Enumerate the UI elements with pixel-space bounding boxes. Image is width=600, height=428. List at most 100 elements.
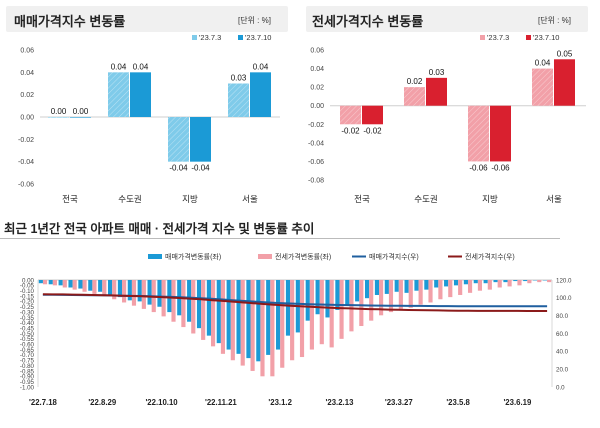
jeonse-change-bar-'23.5.8 (458, 280, 463, 295)
data-label: 0.04 (535, 59, 551, 68)
x-tick-label: '22.8.29 (88, 398, 117, 407)
y-tick-label: -0.02 (18, 137, 34, 144)
data-label: 0.05 (557, 49, 573, 58)
data-label: -0.06 (491, 163, 510, 172)
legend-swatch-1 (480, 35, 485, 40)
annual-trend-chart: 매매가격변동률(좌) 전세가격변동률(좌) 매매가격지수(우) 전세가격지수(우) 0.… (20, 252, 572, 407)
sale-change-bar-'23.3.27 (394, 280, 399, 292)
x-tick-label: '23.2.13 (326, 398, 355, 407)
left-tick-label: -0.85 (20, 368, 35, 375)
sale-change-bar-'23.6.5 (493, 280, 498, 283)
sale-change-bar-'23.4.3 (404, 280, 409, 293)
jeonse-change-bar-'22.8.29 (102, 280, 107, 297)
sale-change-bar-'23.2.13 (335, 280, 340, 310)
sale-change-bar-'22.8.29 (98, 280, 103, 292)
y-tick-label: 0.02 (310, 85, 324, 92)
legend-label-1: '23.7.3 (487, 33, 509, 42)
data-label: -0.02 (341, 126, 360, 135)
sale-change-bar-'22.12.19 (256, 280, 261, 362)
jeonse-change-bar-'22.7.18 (42, 280, 48, 285)
jeonse-change-bar-'22.8.8 (72, 280, 77, 290)
jeonse-change-bar-'22.8.1 (62, 280, 67, 288)
bar-수도권-2 (426, 77, 447, 106)
jeonse-index-line (42, 293, 548, 312)
sale-change-bar-'22.12.26 (266, 280, 271, 355)
sale-change-bar-'22.7.18 (38, 280, 43, 284)
jeonse-change-bar-'23.3.20 (388, 280, 394, 313)
jeonse-change-bar-'23.1.2 (280, 280, 285, 368)
jeonse-change-bar-'22.9.19 (131, 280, 137, 306)
sale-change-bar-'23.5.8 (453, 280, 459, 286)
category-label: 전국 (62, 194, 78, 204)
x-tick-label: '22.7.18 (29, 398, 58, 407)
legend-swatch-1 (192, 35, 197, 40)
x-tick-label: '23.6.19 (503, 398, 532, 407)
jeonse-change-bar-'22.12.12 (250, 280, 255, 371)
category-label: 지방 (182, 194, 198, 204)
jeonse-panel-header (306, 6, 588, 32)
jeonse-change-bar-'23.3.13 (379, 280, 384, 316)
sale-change-bar-'22.8.1 (58, 280, 63, 286)
jeonse-change-bar-'23.2.27 (359, 280, 364, 327)
bar-지방-1 (468, 105, 489, 162)
right-tick-label: 120.0 (556, 277, 572, 284)
jeonse-change-bar-'22.9.26 (141, 280, 146, 309)
sale-change-bar-'23.2.20 (345, 280, 350, 305)
sale-change-bar-'22.11.7 (196, 280, 202, 329)
left-tick-label: -0.50 (20, 331, 35, 338)
left-tick-label: -0.65 (20, 347, 35, 354)
y-tick-label: 0.06 (20, 48, 34, 55)
left-tick-label: -1.00 (20, 384, 35, 391)
bar-전국-2 (70, 117, 91, 118)
trend-legend-swatch-2 (258, 254, 272, 259)
bar-전국-2 (362, 105, 383, 125)
sale-change-bar-'23.4.24 (434, 280, 439, 288)
right-tick-label: 0.0 (556, 384, 565, 391)
data-label: 0.03 (429, 68, 445, 77)
left-tick-label: -0.75 (20, 358, 35, 365)
sale-change-bar-'23.3.20 (384, 280, 389, 294)
category-label: 수도권 (414, 194, 437, 204)
legend-swatch-2 (526, 35, 531, 40)
jeonse-change-bar-'23.3.6 (369, 280, 374, 321)
jeonse-change-bar-'23.5.22 (477, 280, 483, 291)
left-tick-label: -0.60 (20, 342, 35, 349)
data-label: 0.00 (51, 107, 67, 116)
sale-change-bar-'22.7.25 (48, 280, 53, 285)
y-tick-label: -0.04 (308, 140, 324, 147)
y-tick-label: 0.02 (20, 92, 34, 99)
sale-change-bar-'22.8.15 (78, 280, 83, 289)
jeonse-change-bar-'23.1.23 (309, 280, 314, 350)
category-label: 전국 (354, 194, 370, 204)
right-tick-label: 40.0 (556, 349, 569, 356)
jeonse-change-bar-'23.5.29 (487, 280, 492, 290)
jeonse-change-bar-'22.11.14 (210, 280, 216, 347)
jeonse-change-bar-'23.7.3 (537, 280, 542, 283)
right-tick-label: 60.0 (556, 331, 569, 338)
jeonse-change-bar-'22.10.24 (181, 280, 186, 328)
sale-change-bar-'23.5.1 (444, 280, 449, 287)
sale-change-bar-'23.6.19 (513, 280, 518, 282)
sale-change-bar-'23.6.12 (503, 280, 508, 283)
y-tick-label: 0.04 (20, 70, 34, 77)
jeonse-change-bar-'23.1.16 (299, 280, 305, 358)
y-tick-label: 0.04 (310, 66, 324, 73)
x-tick-label: '22.11.21 (205, 398, 237, 407)
jeonse-change-bar-'22.11.7 (201, 280, 206, 340)
bar-서울-1 (532, 68, 553, 106)
left-tick-label: -0.90 (20, 374, 35, 381)
sale-change-bar-'23.4.10 (414, 280, 419, 291)
bar-지방-2 (490, 105, 511, 162)
left-tick-label: -0.05 (20, 283, 35, 290)
sale-change-bar-'23.5.15 (463, 280, 468, 285)
sale-change-bar-'22.8.8 (68, 280, 73, 288)
jeonse-panel-title: 전세가격지수 변동률 (312, 14, 424, 29)
bar-전국-1 (340, 105, 361, 125)
x-tick-label: '23.1.2 (268, 398, 292, 407)
data-label: 0.02 (407, 77, 423, 86)
sale-change-bar-'22.8.22 (88, 280, 93, 291)
trend-legend-label-4: 전세가격지수(우) (465, 252, 515, 261)
jeonse-change-bar-'23.6.19 (517, 280, 522, 286)
sale-change-bar-'23.6.26 (523, 280, 528, 282)
sale-change-bar-'23.5.29 (483, 280, 488, 284)
